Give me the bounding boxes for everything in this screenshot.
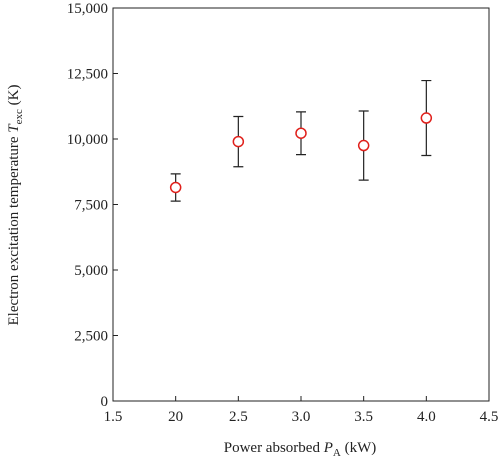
x-tick-label: 4.0 [417,409,436,425]
y-tick-label: 0 [101,394,109,410]
y-label-symbol: T [6,123,22,133]
y-label-unit: (K) [6,84,22,109]
y-tick-label: 15,000 [67,1,108,17]
x-tick-label: 1.5 [104,409,123,425]
x-tick-label: 3.5 [354,409,373,425]
y-tick-label: 2,500 [74,329,108,345]
plot-frame [112,7,490,402]
y-tick-label: 12,500 [67,67,108,83]
x-label-unit: (kW) [341,440,376,456]
y-tick-label: 5,000 [74,263,108,279]
x-tick-label: 4.5 [480,409,499,425]
y-label-subscript: exc [13,109,25,124]
x-tick-label: 3.0 [292,409,311,425]
x-label-text: Power absorbed [224,440,324,456]
data-point [420,112,433,124]
y-label-text: Electron excitation temperature [6,133,22,326]
x-tick-label: 20 [168,409,183,425]
data-point [357,139,370,152]
data-point [169,181,182,194]
x-tick-label: 2.5 [229,409,248,425]
y-tick-label: 10,000 [67,132,108,148]
y-axis-label: Electron excitation temperature Texc (K) [6,84,25,325]
x-axis-label: Power absorbed PA (kW) [224,440,377,459]
x-label-subscript: A [333,447,341,459]
x-label-symbol: P [323,440,333,456]
data-point [232,135,245,148]
data-point [295,127,307,139]
y-tick-label: 7,500 [74,198,108,214]
